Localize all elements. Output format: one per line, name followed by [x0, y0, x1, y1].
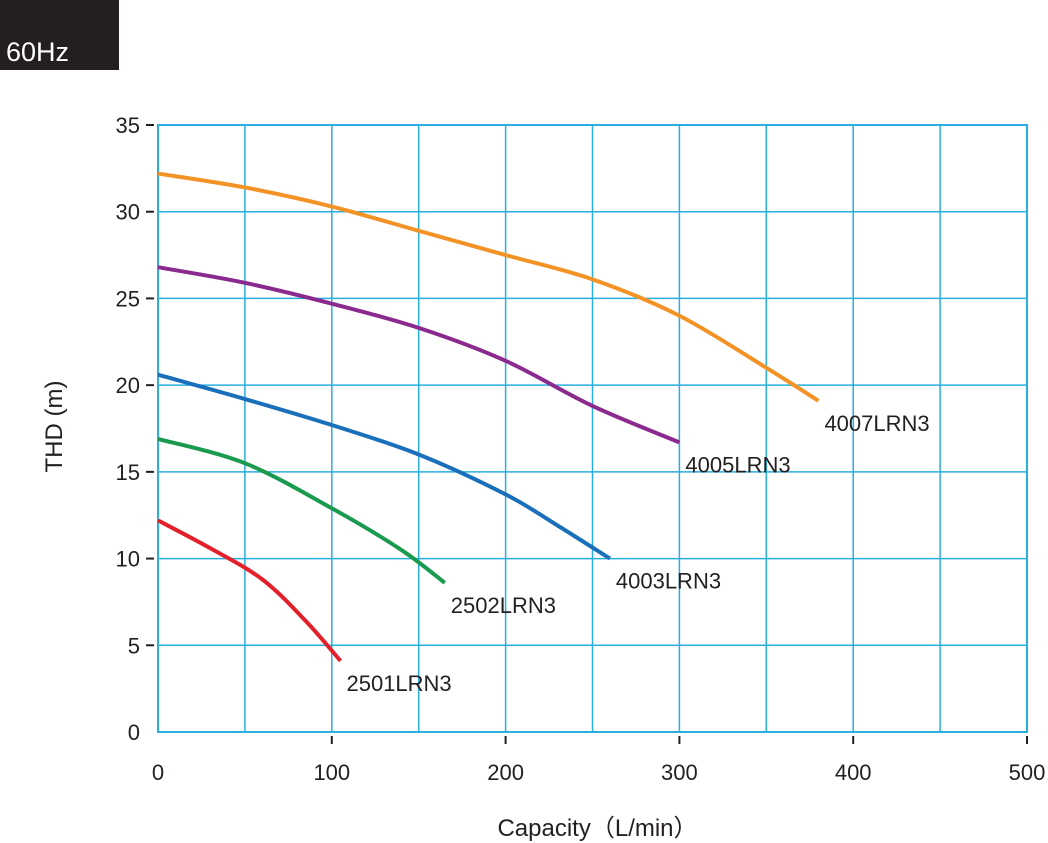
- frequency-badge: 60Hz: [0, 0, 119, 70]
- y-tick-label: 15: [116, 460, 140, 485]
- series-labels: 4007LRN3 4005LRN3 4003LRN3 2502LRN3 2501LRN3: [346, 411, 929, 696]
- x-tick-label: 300: [661, 760, 698, 785]
- x-tick-label: 0: [152, 760, 164, 785]
- series-group: [157, 171, 820, 663]
- series-line-2502lrn3: [157, 436, 446, 585]
- x-tick-label: 400: [835, 760, 872, 785]
- x-tick-label: 500: [1009, 760, 1046, 785]
- x-tick-label: 100: [313, 760, 350, 785]
- y-tick-label: 5: [128, 633, 140, 658]
- y-tick-label: 35: [116, 113, 140, 138]
- y-axis-title: THD (m): [41, 381, 68, 473]
- series-label-4007lrn3: 4007LRN3: [824, 411, 929, 436]
- series-label-4003lrn3: 4003LRN3: [616, 569, 721, 594]
- y-tick-label: 20: [116, 373, 140, 398]
- grid: [157, 124, 1028, 733]
- series-line-4003lrn3: [157, 372, 611, 561]
- series-line-2501lrn3: [157, 518, 342, 663]
- y-tick-label: 25: [116, 286, 140, 311]
- series-line-4007lrn3: [157, 171, 820, 403]
- series-label-4005lrn3: 4005LRN3: [685, 452, 790, 477]
- y-tick-label: 0: [128, 720, 140, 745]
- y-tick-label: 10: [116, 547, 140, 572]
- series-label-2501lrn3: 2501LRN3: [346, 671, 451, 696]
- series-line-4005lrn3: [157, 265, 681, 445]
- plot-frame: [157, 124, 1028, 733]
- x-axis-title: Capacity（L/min）: [497, 815, 697, 842]
- series-label-2502lrn3: 2502LRN3: [451, 593, 556, 618]
- x-tick-label: 200: [487, 760, 524, 785]
- y-tick-label: 30: [116, 200, 140, 225]
- frequency-label: 60Hz: [6, 37, 70, 67]
- axes: 0 5 10 15 20 25 30 35 0 100 200 300 400 500: [116, 113, 1046, 785]
